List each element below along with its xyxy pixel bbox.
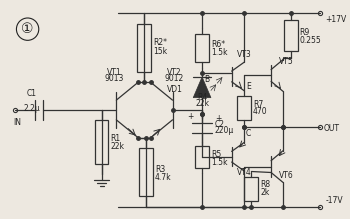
Text: VD1: VD1 <box>167 85 182 94</box>
Text: +: + <box>187 112 194 121</box>
Text: R3: R3 <box>155 165 165 174</box>
Text: 4.7k: 4.7k <box>155 173 172 182</box>
Text: 9013: 9013 <box>105 74 124 83</box>
Text: ①: ① <box>21 22 34 36</box>
Text: +17V: +17V <box>325 15 346 24</box>
Text: R8: R8 <box>260 180 270 189</box>
Text: R6*: R6* <box>211 41 225 49</box>
Text: OUT: OUT <box>323 124 340 133</box>
Bar <box>94 120 108 164</box>
Text: R1: R1 <box>110 134 120 143</box>
Text: VT6: VT6 <box>279 171 294 180</box>
Bar <box>137 24 151 72</box>
Bar <box>284 20 298 51</box>
Text: R9: R9 <box>300 28 310 37</box>
Text: 2.2μ: 2.2μ <box>23 104 40 113</box>
Text: +: + <box>215 114 221 123</box>
Text: 22k: 22k <box>110 142 124 151</box>
Text: 1.5k: 1.5k <box>211 158 228 167</box>
Text: B: B <box>204 74 209 83</box>
Text: C1: C1 <box>27 89 36 98</box>
Text: 0.255: 0.255 <box>300 35 321 44</box>
Bar <box>195 146 209 168</box>
Text: 220μ: 220μ <box>215 126 234 135</box>
Text: R5: R5 <box>211 150 221 159</box>
Text: R7: R7 <box>253 100 263 109</box>
Bar <box>139 148 153 196</box>
Text: E: E <box>246 82 251 91</box>
Text: 470: 470 <box>253 108 268 117</box>
Text: 9012: 9012 <box>165 74 184 83</box>
Text: 1.5k: 1.5k <box>211 48 228 57</box>
Text: -17V: -17V <box>325 196 343 205</box>
Polygon shape <box>193 77 211 98</box>
Text: 15k: 15k <box>153 47 167 56</box>
Text: VT4: VT4 <box>237 168 251 177</box>
Text: C2: C2 <box>215 120 225 129</box>
Text: VT3: VT3 <box>237 49 251 58</box>
Text: IN: IN <box>13 118 21 127</box>
Bar <box>237 96 251 120</box>
Text: VT2: VT2 <box>167 69 182 78</box>
Text: VT5: VT5 <box>279 57 294 66</box>
Text: C: C <box>246 129 251 138</box>
Text: 22k: 22k <box>195 99 209 108</box>
Bar <box>195 34 209 62</box>
Bar <box>244 177 258 201</box>
Text: R2*: R2* <box>153 39 167 48</box>
Text: 2k: 2k <box>260 188 270 197</box>
Text: R4: R4 <box>197 93 207 102</box>
Text: VT1: VT1 <box>107 69 122 78</box>
